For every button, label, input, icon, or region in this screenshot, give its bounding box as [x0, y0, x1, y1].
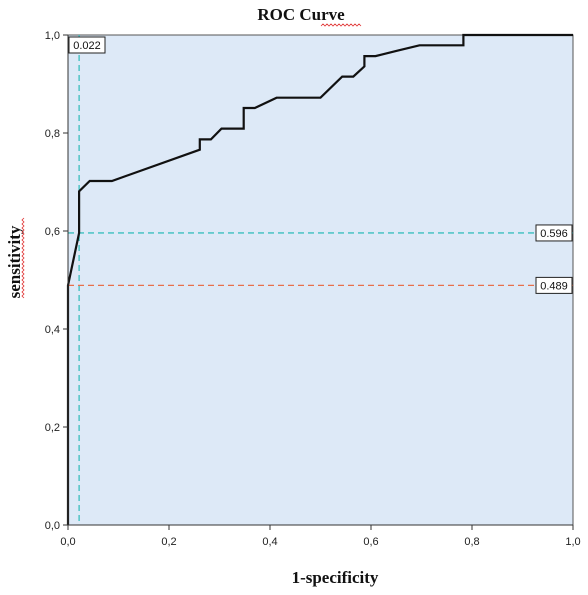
reference-label: 0.022 — [73, 40, 101, 52]
x-tick-label: 1,0 — [565, 536, 580, 548]
x-tick-label: 0,8 — [464, 536, 479, 548]
y-tick-label: 1,0 — [45, 30, 60, 42]
x-tick-label: 0,4 — [262, 536, 277, 548]
y-axis-label: sensitivity — [5, 225, 24, 298]
reference-label-box — [535, 224, 573, 242]
reference-label: 0.489 — [540, 280, 568, 292]
reference-label: 0.596 — [540, 228, 568, 240]
y-tick-label: 0,4 — [45, 324, 60, 336]
x-tick-label: 0,2 — [161, 536, 176, 548]
plot-area — [67, 34, 574, 526]
title-spellcheck-underline — [320, 23, 362, 27]
reference-label-box — [535, 276, 573, 294]
reference-labels: 0.022 0.596 0.489 — [68, 36, 573, 294]
reference-label-box — [68, 36, 106, 54]
y-tick-label: 0,6 — [45, 226, 60, 238]
roc-curve-line — [66, 33, 573, 525]
x-tick-label: 0,0 — [60, 536, 75, 548]
chart-title: ROC Curve — [257, 5, 345, 24]
y-tick-label: 0,2 — [45, 422, 60, 434]
ylabel-spellcheck-underline — [21, 217, 25, 299]
x-tick-label: 0,6 — [363, 536, 378, 548]
y-tick-label: 0,0 — [45, 520, 60, 532]
series-layer — [66, 33, 573, 525]
x-axis-label: 1-specificity — [292, 568, 379, 587]
reference-lines — [68, 35, 573, 525]
axis-ticks: 0,0 0,2 0,4 0,6 0,8 1,0 0,0 0,2 0,4 0,6 0,8 1,0 — [45, 30, 581, 548]
y-tick-label: 0,8 — [45, 128, 60, 140]
